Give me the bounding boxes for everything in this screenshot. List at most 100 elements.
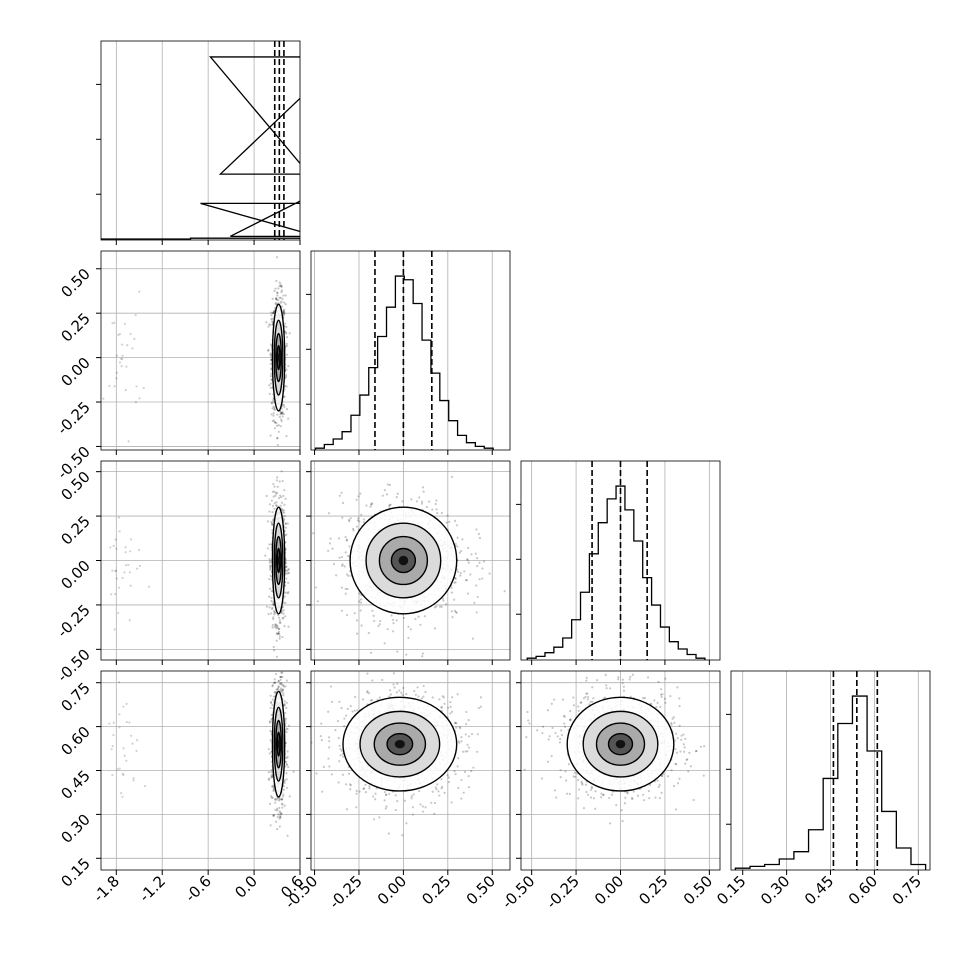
- scatter-point: [428, 500, 430, 502]
- scatter-point: [354, 710, 356, 712]
- scatter-point: [271, 402, 273, 404]
- scatter-point: [345, 714, 347, 716]
- scatter-point: [321, 739, 323, 741]
- scatter-point: [446, 522, 448, 524]
- scatter-point: [270, 771, 272, 773]
- scatter-point: [270, 769, 272, 771]
- scatter-point: [281, 480, 283, 482]
- scatter-point: [328, 736, 330, 738]
- scatter-point: [384, 791, 386, 793]
- scatter-point: [118, 726, 120, 728]
- scatter-point: [393, 672, 395, 674]
- scatter-point: [341, 556, 343, 558]
- scatter-point: [435, 499, 437, 501]
- scatter-point: [422, 805, 424, 807]
- scatter-point: [370, 652, 372, 654]
- y-tick-label: 0.50: [57, 265, 93, 301]
- scatter-point: [268, 510, 270, 512]
- scatter-point: [277, 816, 279, 818]
- scatter-point: [281, 470, 283, 472]
- scatter-point: [431, 508, 433, 510]
- scatter-point: [285, 757, 287, 759]
- scatter-point: [271, 685, 273, 687]
- scatter-point: [275, 303, 277, 305]
- scatter-point: [275, 821, 277, 823]
- scatter-point: [401, 834, 403, 836]
- scatter-point: [286, 343, 288, 345]
- scatter-point: [438, 794, 440, 796]
- scatter-point: [117, 612, 119, 614]
- scatter-point: [471, 733, 473, 735]
- scatter-point: [454, 722, 456, 724]
- scatter-point: [279, 282, 281, 284]
- scatter-point: [280, 661, 282, 663]
- scatter-point: [466, 579, 468, 581]
- scatter-point: [286, 354, 288, 356]
- scatter-point: [356, 790, 358, 792]
- scatter-point: [338, 760, 340, 762]
- scatter-point: [572, 696, 574, 698]
- scatter-point: [422, 695, 424, 697]
- scatter-point: [448, 521, 450, 523]
- scatter-point: [272, 483, 274, 485]
- scatter-point: [415, 694, 417, 696]
- scatter-point: [270, 824, 272, 826]
- scatter-point: [463, 792, 465, 794]
- scatter-point: [268, 771, 270, 773]
- scatter-point: [281, 509, 283, 511]
- scatter-point: [467, 593, 469, 595]
- scatter-point: [676, 686, 678, 688]
- scatter-point: [277, 287, 279, 289]
- scatter-point: [285, 498, 287, 500]
- scatter-point: [477, 596, 479, 598]
- scatter-point: [434, 627, 436, 629]
- scatter-point: [278, 807, 280, 809]
- scatter-point: [405, 654, 407, 656]
- scatter-point: [457, 787, 459, 789]
- scatter-point: [281, 672, 283, 674]
- scatter-point: [451, 801, 453, 803]
- scatter-point: [422, 811, 424, 813]
- scatter-point: [279, 635, 281, 637]
- scatter-point: [331, 701, 333, 703]
- scatter-point: [393, 686, 395, 688]
- scatter-point: [267, 325, 269, 327]
- scatter-point: [271, 499, 273, 501]
- density-level: [278, 739, 279, 748]
- scatter-point: [274, 288, 276, 290]
- scatter-point: [282, 795, 284, 797]
- scatter-point: [280, 676, 282, 678]
- scatter-point: [346, 573, 348, 575]
- scatter-point: [277, 299, 279, 301]
- scatter-point: [342, 450, 344, 452]
- scatter-point: [113, 722, 115, 724]
- scatter-point: [268, 606, 270, 608]
- scatter-point: [419, 803, 421, 805]
- x-tick-label: -0.25: [326, 872, 366, 912]
- scatter-point: [135, 750, 137, 752]
- scatter-point: [286, 336, 288, 338]
- scatter-point: [410, 628, 412, 630]
- scatter-point: [345, 588, 347, 590]
- scatter-point: [354, 612, 356, 614]
- scatter-point: [272, 699, 274, 701]
- scatter-point: [281, 298, 283, 300]
- scatter-point: [287, 591, 289, 593]
- scatter-point: [269, 739, 271, 741]
- scatter-point: [115, 377, 117, 379]
- scatter-point: [265, 321, 267, 323]
- scatter-point: [270, 521, 272, 523]
- scatter-point: [404, 800, 406, 802]
- scatter-point: [457, 740, 459, 742]
- scatter-point: [272, 399, 274, 401]
- scatter-point: [286, 408, 288, 410]
- scatter-point: [459, 575, 461, 577]
- scatter-point: [276, 668, 278, 670]
- scatter-point: [682, 733, 684, 735]
- scatter-point: [273, 486, 275, 488]
- scatter-point: [468, 719, 470, 721]
- scatter-point: [285, 718, 287, 720]
- scatter-point: [282, 694, 284, 696]
- scatter-point: [345, 593, 347, 595]
- scatter-point: [279, 505, 281, 507]
